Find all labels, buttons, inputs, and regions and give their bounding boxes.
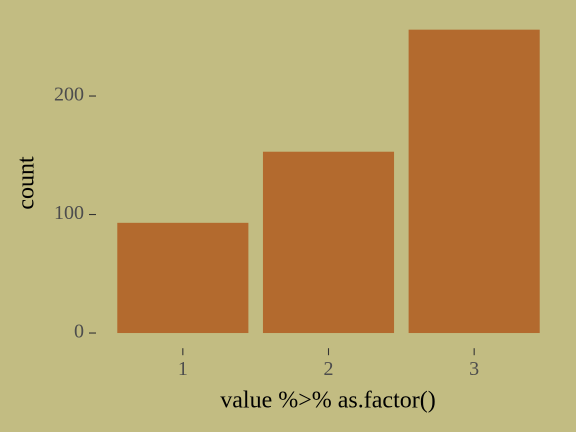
y-axis-title: count [14,156,40,210]
x-tick-label: 1 [178,358,188,380]
bar [262,151,395,334]
y-tick-label: 100 [54,202,84,224]
y-tick-label: 0 [74,321,84,343]
bar [117,222,249,334]
y-tick-label: 200 [54,84,84,106]
x-axis-title: value %>% as.factor() [220,388,435,414]
bar [408,29,540,334]
x-tick-label: 2 [324,358,334,380]
x-tick-label: 3 [469,358,479,380]
